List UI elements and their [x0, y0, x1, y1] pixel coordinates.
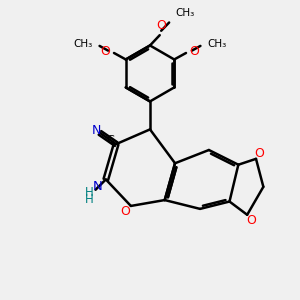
- Text: O: O: [156, 19, 166, 32]
- Text: N: N: [92, 124, 101, 137]
- Text: CH₃: CH₃: [73, 39, 92, 49]
- Text: O: O: [246, 214, 256, 226]
- Text: H: H: [85, 186, 94, 199]
- Text: O: O: [121, 205, 130, 218]
- Text: O: O: [190, 45, 200, 58]
- Text: O: O: [100, 45, 110, 58]
- Text: H: H: [85, 193, 94, 206]
- Text: N: N: [93, 180, 103, 193]
- Text: CH₃: CH₃: [175, 8, 194, 18]
- Text: O: O: [255, 147, 265, 160]
- Text: C: C: [106, 135, 114, 145]
- Text: CH₃: CH₃: [208, 39, 227, 49]
